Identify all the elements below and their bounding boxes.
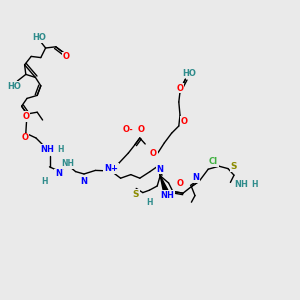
Text: H: H — [251, 180, 258, 189]
Text: H: H — [41, 177, 48, 186]
Text: O: O — [177, 178, 184, 188]
Text: HO: HO — [32, 33, 46, 42]
Text: O: O — [21, 134, 28, 142]
Text: O: O — [176, 84, 184, 93]
Text: NH: NH — [160, 191, 174, 200]
Text: O: O — [181, 117, 188, 126]
Text: HO: HO — [182, 69, 196, 78]
Text: O: O — [62, 52, 70, 62]
Polygon shape — [160, 176, 170, 196]
Text: O: O — [22, 112, 30, 121]
Text: O-: O- — [123, 125, 134, 134]
Text: H: H — [57, 145, 64, 154]
Text: N+: N+ — [104, 164, 118, 173]
Text: H: H — [146, 198, 153, 207]
Text: N: N — [80, 177, 88, 186]
Text: N: N — [157, 165, 164, 174]
Text: NH: NH — [61, 159, 74, 168]
Text: O: O — [138, 125, 145, 134]
Text: NH: NH — [235, 180, 248, 189]
Text: N: N — [55, 169, 62, 178]
Text: S: S — [132, 190, 139, 199]
Text: N: N — [193, 173, 200, 182]
Text: Cl: Cl — [209, 157, 218, 166]
Text: HO: HO — [8, 82, 21, 91]
Text: NH: NH — [40, 145, 54, 154]
Text: S: S — [231, 162, 237, 171]
Text: O: O — [150, 148, 157, 158]
